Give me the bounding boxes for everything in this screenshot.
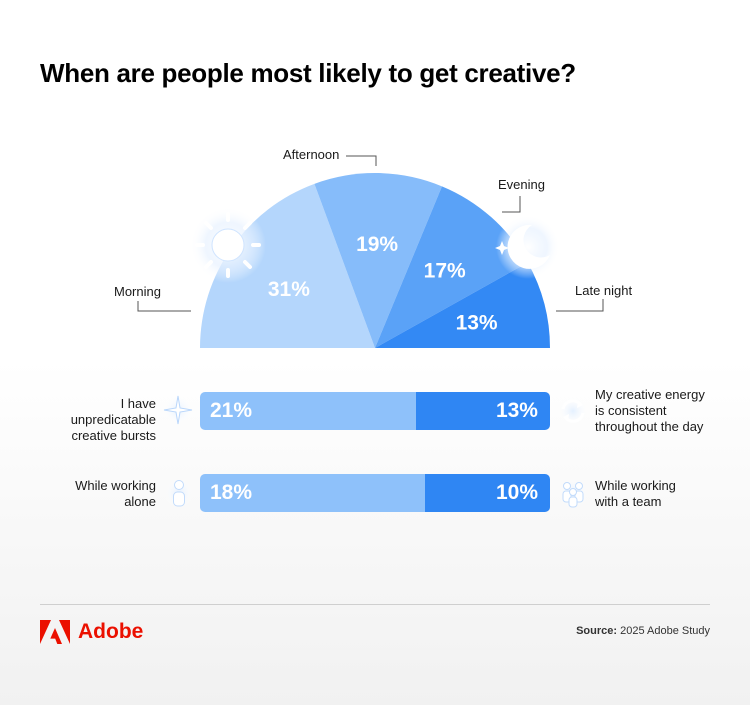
slice-value-late-night: 13% bbox=[456, 312, 498, 335]
bar-segment-consistent: 13% bbox=[416, 392, 550, 430]
slice-evening bbox=[375, 186, 528, 348]
leader-afternoon bbox=[346, 155, 377, 166]
slice-morning bbox=[200, 183, 375, 348]
label-evening: Evening bbox=[498, 177, 545, 192]
label-afternoon: Afternoon bbox=[283, 147, 340, 162]
adobe-logo-icon bbox=[40, 620, 70, 644]
slice-late-night bbox=[375, 262, 550, 348]
label-consistent-energy: My creative energy is consistent through… bbox=[595, 387, 705, 434]
sun-icon bbox=[190, 207, 266, 283]
source-note: Source: 2025 Adobe Study bbox=[576, 625, 710, 637]
cycle-icon bbox=[558, 396, 588, 426]
source-label: Source: bbox=[576, 625, 618, 637]
leader-morning bbox=[137, 301, 191, 312]
label-late-night: Late night bbox=[575, 283, 633, 298]
stacked-bar-working-style: 18% 10% bbox=[200, 474, 550, 512]
semicircle-chart: 31% 19% 17% 13% bbox=[137, 155, 604, 348]
slice-value-evening: 17% bbox=[424, 260, 466, 283]
footer-divider bbox=[40, 604, 710, 605]
bar-segment-alone: 18% bbox=[200, 474, 425, 512]
bar-value-alone: 18% bbox=[210, 481, 253, 504]
leader-late-night bbox=[556, 299, 604, 312]
bar-segment-unpredictable: 21% bbox=[200, 392, 417, 430]
label-unpredictable-bursts: I have unpredicatable creative bursts bbox=[70, 396, 156, 443]
bar-value-team: 10% bbox=[495, 481, 538, 504]
team-icon bbox=[558, 478, 588, 508]
sparkle-icon bbox=[163, 395, 193, 425]
bar-value-unpredictable: 21% bbox=[210, 399, 253, 422]
bar-value-consistent: 13% bbox=[495, 399, 538, 422]
slice-value-afternoon: 19% bbox=[356, 233, 398, 256]
slice-value-morning: 31% bbox=[268, 278, 310, 301]
slice-afternoon bbox=[314, 173, 442, 348]
leader-evening bbox=[502, 196, 521, 213]
person-icon bbox=[164, 478, 194, 508]
source-text: 2025 Adobe Study bbox=[617, 625, 710, 637]
stacked-bar-creative-energy: 21% 13% bbox=[200, 392, 550, 430]
label-morning: Morning bbox=[114, 284, 161, 299]
bar-segment-team: 10% bbox=[425, 474, 550, 512]
chart-title: When are people most likely to get creat… bbox=[40, 58, 576, 88]
adobe-wordmark: Adobe bbox=[78, 620, 144, 643]
label-working-team: While working with a team bbox=[595, 478, 676, 509]
label-working-alone: While working alone bbox=[75, 478, 156, 509]
moon-stars-icon bbox=[495, 215, 560, 279]
